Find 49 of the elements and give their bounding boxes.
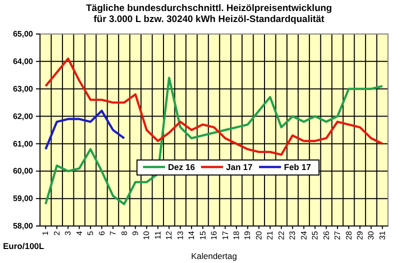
x-tick-label: 15 — [198, 230, 208, 240]
line-series — [44, 76, 384, 206]
x-tick-label: 8 — [120, 230, 129, 236]
x-tick-label: 14 — [187, 230, 196, 240]
x-tick-label: 16 — [210, 230, 219, 240]
x-tick-label: 24 — [299, 230, 308, 240]
x-tick-label: 19 — [243, 230, 252, 240]
line-series — [44, 58, 384, 156]
y-tick-label: 62,00 — [12, 112, 34, 121]
y-tick-label: 63,00 — [12, 84, 34, 94]
x-tick-label: 31 — [378, 230, 387, 240]
x-axis-title: Kalendertag — [191, 251, 238, 261]
x-tick-label: 20 — [254, 230, 264, 240]
legend-label: Feb 17 — [284, 162, 312, 172]
x-tick-label: 6 — [97, 230, 106, 236]
x-tick-label: 21 — [266, 230, 275, 240]
x-tick-label: 27 — [333, 230, 342, 240]
y-tick-label: 58,00 — [12, 222, 34, 231]
x-tick-label: 13 — [176, 230, 185, 240]
x-tick-label: 4 — [74, 230, 84, 236]
x-tick-label: 12 — [164, 230, 174, 240]
line-series — [44, 110, 126, 150]
x-tick-label: 25 — [310, 230, 320, 240]
x-tick-label: 30 — [366, 230, 376, 240]
y-tick-label: 60,00 — [12, 166, 34, 176]
y-tick-label: 61,00 — [12, 139, 34, 148]
x-tick-label: 18 — [232, 230, 242, 240]
legend-label: Jan 17 — [226, 162, 253, 172]
x-tick-label: 28 — [344, 230, 354, 240]
x-tick-label: 23 — [288, 230, 298, 240]
x-tick-label: 5 — [86, 230, 96, 236]
x-tick-label: 10 — [142, 230, 152, 240]
x-tick-label: 11 — [153, 230, 162, 240]
x-tick-label: 7 — [108, 230, 118, 236]
y-tick-label: 59,00 — [12, 194, 34, 204]
x-tick-label: 29 — [355, 230, 364, 240]
x-tick-label: 26 — [322, 230, 331, 240]
x-tick-label: 1 — [41, 230, 50, 236]
y-tick-label: 65,00 — [12, 30, 34, 39]
x-tick-label: 9 — [130, 230, 140, 236]
x-tick-label: 3 — [64, 230, 73, 236]
chart-subtitle: für 3.000 L bzw. 30240 kWh Heizöl-Standardqualität — [94, 14, 326, 25]
x-tick-label: 2 — [52, 230, 62, 236]
chart-title: Tägliche bundesdurchschnittl. Heizölpreisentwicklung — [86, 3, 332, 14]
x-tick-label: 17 — [220, 230, 230, 240]
y-axis-title: Euro/100L — [3, 241, 44, 251]
y-tick-label: 64,00 — [12, 56, 34, 66]
x-tick-label: 22 — [276, 230, 286, 240]
legend-label: Dez 16 — [168, 162, 196, 172]
